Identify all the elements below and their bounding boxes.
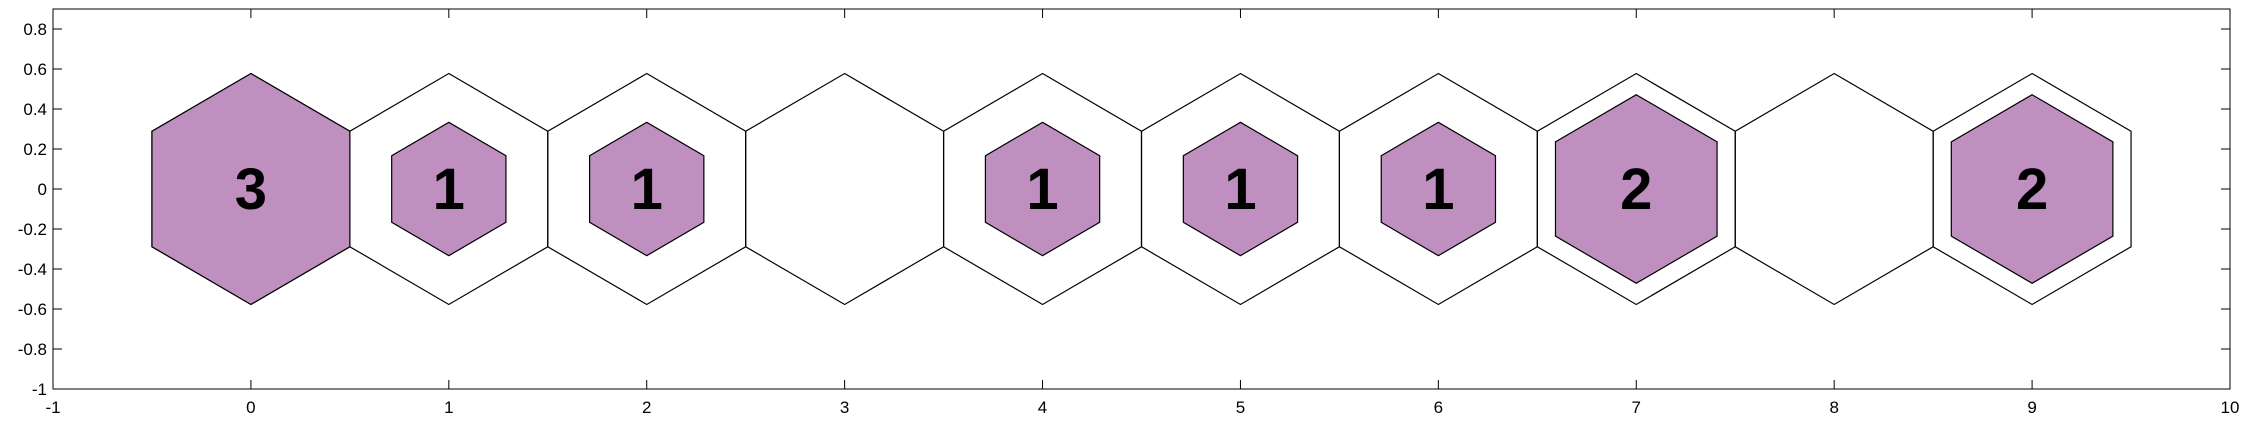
x-tick-label-5: 4 bbox=[1038, 398, 1047, 417]
x-tick-label-10: 9 bbox=[2027, 398, 2036, 417]
y-tick-label-3: -0.4 bbox=[18, 260, 47, 279]
hex-outline-layer bbox=[151, 72, 2132, 306]
x-tick-label-1: 0 bbox=[246, 398, 255, 417]
hex-cell-fill-6 bbox=[1380, 121, 1497, 257]
hex-cell-fill-0 bbox=[151, 72, 351, 306]
y-tick-label-2: -0.6 bbox=[18, 300, 47, 319]
hex-cell-fill-2 bbox=[588, 121, 705, 257]
hex-cell-outline-9 bbox=[1932, 72, 2132, 306]
x-tick-label-0: -1 bbox=[45, 398, 60, 417]
axis-tick-layer: -1 0 1 2 3 4 5 6 7 8 9 10 -1 -0.8 -0.6 -0.4 -0.2 0 0.2 0.4 0… bbox=[18, 9, 2240, 417]
hex-count-label-6: 1 bbox=[1422, 157, 1454, 222]
hex-cell-fill-9 bbox=[1950, 94, 2114, 284]
hex-cell-fill-4 bbox=[984, 121, 1101, 257]
hex-count-layer: 3 1 1 1 1 1 2 2 bbox=[235, 157, 2048, 222]
y-tick-label-9: 0.8 bbox=[23, 20, 47, 39]
x-tick-label-8: 7 bbox=[1632, 398, 1641, 417]
y-tick-label-5: 0 bbox=[38, 180, 47, 199]
x-tick-label-4: 3 bbox=[840, 398, 849, 417]
x-tick-label-7: 6 bbox=[1434, 398, 1443, 417]
hex-cell-fill-5 bbox=[1182, 121, 1299, 257]
hex-count-label-5: 1 bbox=[1224, 157, 1256, 222]
x-tick-label-3: 2 bbox=[642, 398, 651, 417]
y-tick-label-8: 0.6 bbox=[23, 60, 47, 79]
y-tick-label-6: 0.2 bbox=[23, 140, 47, 159]
y-tick-label-7: 0.4 bbox=[23, 100, 47, 119]
hex-fill-layer bbox=[151, 72, 2114, 306]
x-tick-label-2: 1 bbox=[444, 398, 453, 417]
hex-count-label-1: 1 bbox=[433, 157, 465, 222]
plot-frame bbox=[52, 8, 2231, 390]
hex-cell-fill-1 bbox=[391, 121, 507, 257]
x-tick-label-6: 5 bbox=[1236, 398, 1245, 417]
hex-count-label-7: 2 bbox=[1620, 157, 1652, 222]
hex-count-label-9: 2 bbox=[2016, 157, 2048, 222]
x-tick-label-11: 10 bbox=[2221, 398, 2240, 417]
y-tick-label-0: -1 bbox=[32, 380, 47, 399]
hex-count-label-0: 3 bbox=[235, 157, 267, 222]
y-tick-label-4: -0.2 bbox=[18, 220, 47, 239]
y-tick-label-1: -0.8 bbox=[18, 340, 47, 359]
hex-cell-fill-7 bbox=[1554, 94, 1718, 284]
hex-count-label-4: 1 bbox=[1026, 157, 1058, 222]
hex-count-label-2: 1 bbox=[631, 157, 663, 222]
x-tick-label-9: 8 bbox=[1829, 398, 1838, 417]
